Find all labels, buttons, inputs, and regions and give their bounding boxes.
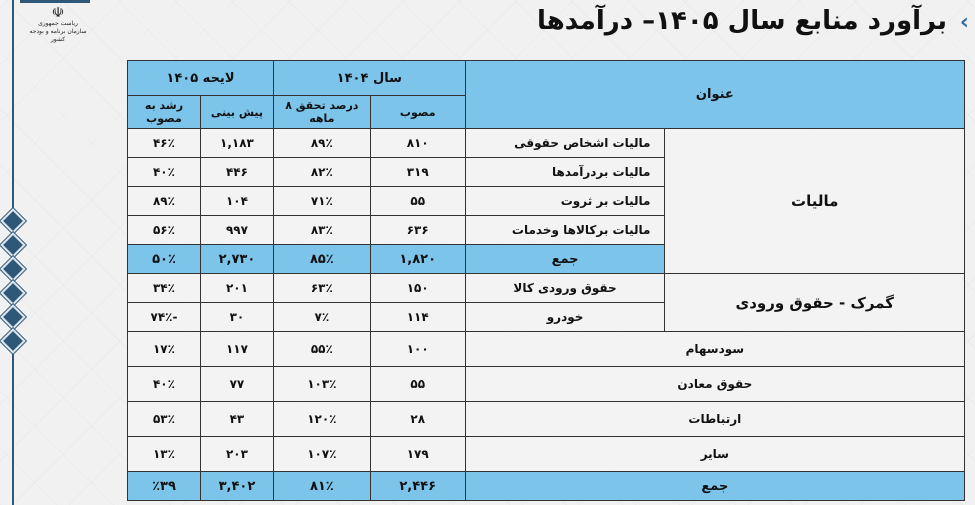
logo-line1: ریاست جمهوری [38,20,78,27]
cell-forecast: ۲,۷۳۰ [199,244,274,274]
cell-approved: ۵۵ [369,186,466,216]
total-row: جمع ۲,۴۴۶ ۸۱٪ ۳,۴۰۲ ٪۳۹ [127,471,966,501]
cell-growth: ۱۳٪ [127,436,201,472]
header-forecast: پیش بینی [199,95,274,129]
cell-name: حقوق ورودی کالا [464,273,666,303]
header-approved: مصوب [369,95,466,129]
cell-forecast: ۲۰۳ [199,436,274,472]
table-row: سایر ۱۷۹ ۱۰۷٪ ۲۰۳ ۱۳٪ [127,436,966,472]
table-row: مالیات بردرآمدها ۳۱۹ ۸۲٪ ۴۴۶ ۴۰٪ [127,157,965,187]
table-row: گمرک - حقوق ورودی حقوق ورودی کالا ۱۵۰ ۶۳٪ ۲۰… [127,273,965,332]
cell-growth: ۵۳٪ [127,401,201,437]
cell-forecast: ۱۱۷ [199,331,274,367]
cell-growth: ٪۳۹ [127,471,201,501]
cell-name: حقوق معادن [464,366,966,402]
cell-growth: ۱۷٪ [127,331,201,367]
cell-approved: ۸۱۰ [369,128,466,158]
cell-realization: ۱۰۷٪ [272,436,371,472]
cell-growth: ۴۶٪ [127,128,201,158]
cell-name: جمع [464,471,966,501]
cell-realization: ۸۲٪ [272,157,371,187]
cell-forecast: ۳۰ [199,302,274,332]
cell-forecast: ۱,۱۸۳ [199,128,274,158]
cell-realization: ۸۱٪ [272,471,371,501]
header-year-1404: سال ۱۴۰۴ [272,60,466,96]
cell-forecast: ۱۰۴ [199,186,274,216]
cell-growth: ۸۹٪ [127,186,201,216]
header-bill-1405: لایحه ۱۴۰۵ [127,60,274,96]
cell-approved: ۱۷۹ [369,436,466,472]
cell-growth: ۴۰٪ [127,366,201,402]
cell-growth: ۵۰٪ [127,244,201,274]
cell-approved: ۱۰۰ [369,331,466,367]
cell-growth: -۷۴٪ [127,302,201,332]
cell-realization: ۵۵٪ [272,331,371,367]
emblem-icon: ☫ [51,5,65,21]
group-taxes: مالیات [664,128,965,274]
cell-realization: ۸۹٪ [272,128,371,158]
cell-forecast: ۷۷ [199,366,274,402]
decorative-ornament [0,208,26,356]
cell-approved: ۳۱۹ [369,157,466,187]
cell-name: سودسهام [464,331,966,367]
cell-forecast: ۴۳ [199,401,274,437]
cell-realization: ۱۲۰٪ [272,401,371,437]
cell-name: ارتباطات [464,401,966,437]
header-title: عنوان [464,60,966,129]
cell-growth: ۴۰٪ [127,157,201,187]
revenue-table: عنوان سال ۱۴۰۴ لایحه ۱۴۰۵ مصوب درصد تحقق… [127,60,966,501]
table-row: سودسهام ۱۰۰ ۵۵٪ ۱۱۷ ۱۷٪ [127,331,966,367]
cell-approved: ۱۱۴ [369,302,466,332]
cell-forecast: ۳,۴۰۲ [199,471,274,501]
table-row: خودرو ۱۱۴ ۷٪ ۳۰ -۷۴٪ [127,302,965,332]
cell-growth: ۵۶٪ [127,215,201,245]
cell-growth: ۳۴٪ [127,273,201,303]
cell-approved: ۱,۸۲۰ [369,244,466,274]
cell-forecast: ۲۰۱ [199,273,274,303]
cell-approved: ۲۸ [369,401,466,437]
chevron-left-icon: ‹ [959,10,969,35]
cell-name: مالیات اشخاص حقوقی [464,128,666,158]
table-row: مالیات برکالاها وخدمات ۶۳۶ ۸۳٪ ۹۹۷ ۵۶٪ [127,215,965,245]
cell-realization: ۷۱٪ [272,186,371,216]
top-accent-bar [20,0,90,3]
cell-approved: ۶۳۶ [369,215,466,245]
cell-realization: ۷٪ [272,302,371,332]
page-title: برآورد منابع سال ۱۴۰۵– درآمدها [536,6,947,36]
cell-realization: ۸۳٪ [272,215,371,245]
cell-approved: ۲,۴۴۶ [369,471,466,501]
organization-logo: ☫ ریاست جمهوری سازمان برنامه و بودجه کشو… [22,6,94,48]
cell-name: مالیات بر ثروت [464,186,666,216]
cell-forecast: ۴۴۶ [199,157,274,187]
cell-name: مالیات بردرآمدها [464,157,666,187]
cell-name: مالیات برکالاها وخدمات [464,215,666,245]
cell-name: خودرو [464,302,666,332]
logo-line2: سازمان برنامه و بودجه کشور [29,28,87,43]
cell-forecast: ۹۹۷ [199,215,274,245]
cell-name: جمع [464,244,666,274]
cell-realization: ۱۰۳٪ [272,366,371,402]
table-row: مالیات مالیات اشخاص حقوقی ۸۱۰ ۸۹٪ ۱,۱۸۳ ۴۶٪ [127,128,965,274]
cell-name: سایر [464,436,966,472]
header-realization: درصد تحقق ۸ ماهه [272,95,371,129]
cell-realization: ۸۵٪ [272,244,371,274]
cell-approved: ۵۵ [369,366,466,402]
group-customs: گمرک - حقوق ورودی [664,273,965,332]
cell-realization: ۶۳٪ [272,273,371,303]
table-row: ارتباطات ۲۸ ۱۲۰٪ ۴۳ ۵۳٪ [127,401,966,437]
cell-approved: ۱۵۰ [369,273,466,303]
table-row: حقوق معادن ۵۵ ۱۰۳٪ ۷۷ ۴۰٪ [127,366,966,402]
header-growth: رشد به مصوب [127,95,201,129]
